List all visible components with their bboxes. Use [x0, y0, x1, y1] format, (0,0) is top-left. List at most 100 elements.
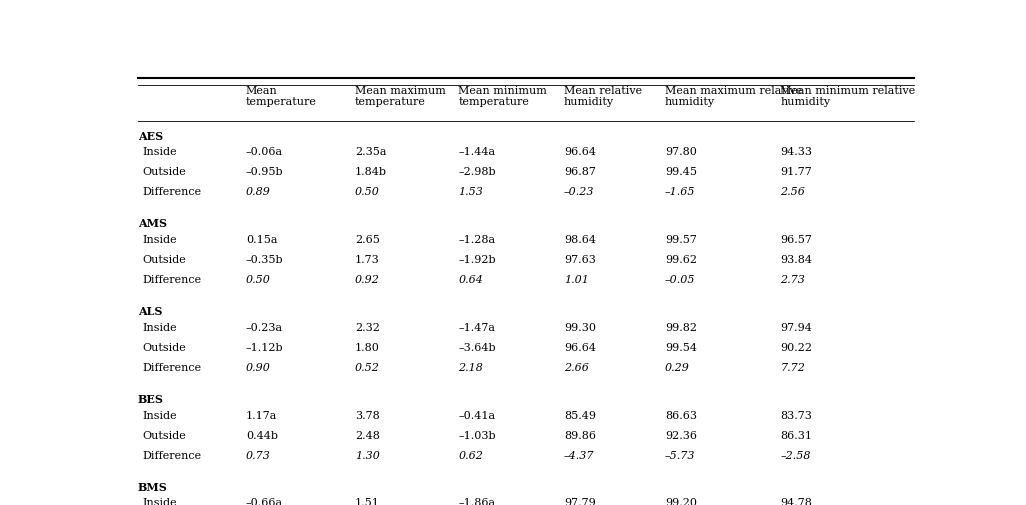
Text: 96.87: 96.87	[564, 167, 596, 177]
Text: –0.41a: –0.41a	[459, 411, 496, 421]
Text: 1.01: 1.01	[564, 275, 589, 285]
Text: 0.52: 0.52	[355, 363, 380, 373]
Text: 0.62: 0.62	[459, 451, 483, 461]
Text: Difference: Difference	[143, 363, 202, 373]
Text: 99.57: 99.57	[665, 235, 697, 245]
Text: 86.63: 86.63	[665, 411, 697, 421]
Text: 92.36: 92.36	[665, 431, 697, 441]
Text: –1.86a: –1.86a	[459, 498, 496, 505]
Text: 0.15a: 0.15a	[246, 235, 277, 245]
Text: –1.28a: –1.28a	[459, 235, 496, 245]
Text: Difference: Difference	[143, 275, 202, 285]
Text: 85.49: 85.49	[564, 411, 596, 421]
Text: 2.32: 2.32	[355, 323, 380, 333]
Text: 99.20: 99.20	[665, 498, 697, 505]
Text: 2.56: 2.56	[780, 187, 805, 197]
Text: 1.30: 1.30	[355, 451, 380, 461]
Text: –0.06a: –0.06a	[246, 147, 283, 157]
Text: 97.79: 97.79	[564, 498, 596, 505]
Text: –0.35b: –0.35b	[246, 255, 283, 265]
Text: 99.54: 99.54	[665, 343, 697, 353]
Text: 99.62: 99.62	[665, 255, 697, 265]
Text: 2.35a: 2.35a	[355, 147, 387, 157]
Text: 2.18: 2.18	[459, 363, 483, 373]
Text: 0.73: 0.73	[246, 451, 271, 461]
Text: 2.66: 2.66	[564, 363, 589, 373]
Text: 1.53: 1.53	[459, 187, 483, 197]
Text: 1.80: 1.80	[355, 343, 380, 353]
Text: 96.57: 96.57	[780, 235, 813, 245]
Text: 0.64: 0.64	[459, 275, 483, 285]
Text: 91.77: 91.77	[780, 167, 812, 177]
Text: 98.64: 98.64	[564, 235, 596, 245]
Text: –0.23: –0.23	[564, 187, 594, 197]
Text: Outside: Outside	[143, 431, 187, 441]
Text: 0.90: 0.90	[246, 363, 271, 373]
Text: 94.78: 94.78	[780, 498, 813, 505]
Text: 96.64: 96.64	[564, 343, 596, 353]
Text: –0.66a: –0.66a	[246, 498, 283, 505]
Text: 90.22: 90.22	[780, 343, 813, 353]
Text: Outside: Outside	[143, 167, 187, 177]
Text: 0.50: 0.50	[355, 187, 380, 197]
Text: 1.51: 1.51	[355, 498, 380, 505]
Text: 96.64: 96.64	[564, 147, 596, 157]
Text: Difference: Difference	[143, 451, 202, 461]
Text: 89.86: 89.86	[564, 431, 596, 441]
Text: 86.31: 86.31	[780, 431, 813, 441]
Text: –5.73: –5.73	[665, 451, 696, 461]
Text: Inside: Inside	[143, 411, 177, 421]
Text: –3.64b: –3.64b	[459, 343, 496, 353]
Text: Inside: Inside	[143, 147, 177, 157]
Text: 0.44b: 0.44b	[246, 431, 278, 441]
Text: –1.44a: –1.44a	[459, 147, 496, 157]
Text: 2.48: 2.48	[355, 431, 380, 441]
Text: 97.80: 97.80	[665, 147, 697, 157]
Text: Difference: Difference	[143, 187, 202, 197]
Text: AMS: AMS	[137, 219, 167, 229]
Text: Mean
temperature: Mean temperature	[246, 86, 317, 108]
Text: ALS: ALS	[137, 307, 162, 317]
Text: 99.30: 99.30	[564, 323, 596, 333]
Text: 99.45: 99.45	[665, 167, 697, 177]
Text: 1.73: 1.73	[355, 255, 380, 265]
Text: 7.72: 7.72	[780, 363, 805, 373]
Text: Inside: Inside	[143, 235, 177, 245]
Text: –2.58: –2.58	[780, 451, 811, 461]
Text: 0.89: 0.89	[246, 187, 271, 197]
Text: Mean maximum
temperature: Mean maximum temperature	[355, 86, 445, 108]
Text: Mean relative
humidity: Mean relative humidity	[564, 86, 642, 108]
Text: 99.82: 99.82	[665, 323, 697, 333]
Text: –0.95b: –0.95b	[246, 167, 283, 177]
Text: 3.78: 3.78	[355, 411, 380, 421]
Text: –2.98b: –2.98b	[459, 167, 496, 177]
Text: 97.94: 97.94	[780, 323, 813, 333]
Text: 94.33: 94.33	[780, 147, 813, 157]
Text: 2.65: 2.65	[355, 235, 380, 245]
Text: –4.37: –4.37	[564, 451, 594, 461]
Text: 0.50: 0.50	[246, 275, 271, 285]
Text: 93.84: 93.84	[780, 255, 813, 265]
Text: 1.17a: 1.17a	[246, 411, 277, 421]
Text: –1.03b: –1.03b	[459, 431, 496, 441]
Text: Mean minimum
temperature: Mean minimum temperature	[459, 86, 547, 108]
Text: –0.05: –0.05	[665, 275, 696, 285]
Text: AES: AES	[137, 131, 163, 141]
Text: Inside: Inside	[143, 498, 177, 505]
Text: Outside: Outside	[143, 343, 187, 353]
Text: –1.92b: –1.92b	[459, 255, 496, 265]
Text: 83.73: 83.73	[780, 411, 813, 421]
Text: Mean minimum relative
humidity: Mean minimum relative humidity	[780, 86, 915, 108]
Text: 1.84b: 1.84b	[355, 167, 387, 177]
Text: –1.12b: –1.12b	[246, 343, 283, 353]
Text: Outside: Outside	[143, 255, 187, 265]
Text: Mean maximum relative
humidity: Mean maximum relative humidity	[665, 86, 802, 108]
Text: BES: BES	[137, 394, 164, 405]
Text: 0.29: 0.29	[665, 363, 689, 373]
Text: BMS: BMS	[137, 482, 167, 493]
Text: 97.63: 97.63	[564, 255, 596, 265]
Text: –0.23a: –0.23a	[246, 323, 283, 333]
Text: –1.65: –1.65	[665, 187, 696, 197]
Text: Inside: Inside	[143, 323, 177, 333]
Text: –1.47a: –1.47a	[459, 323, 496, 333]
